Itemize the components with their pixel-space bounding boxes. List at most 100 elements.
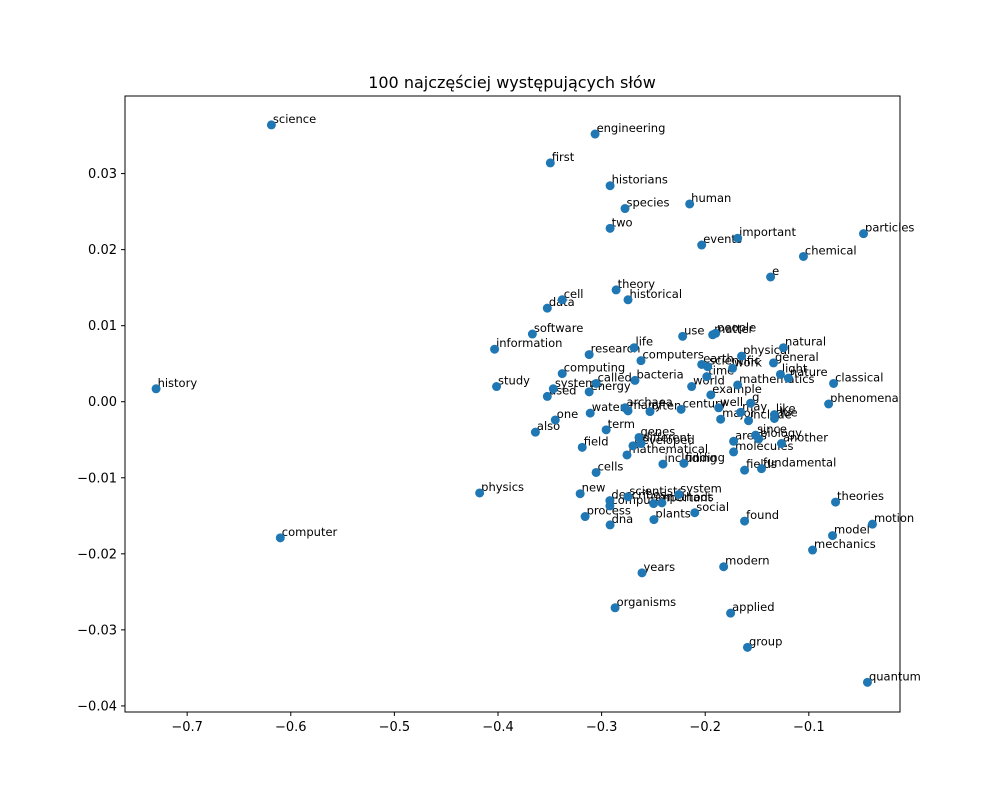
x-tick-label: −0.6 — [275, 720, 307, 735]
point-labels: science engineering first historians human sp… — [158, 112, 921, 683]
y-tick-label: −0.01 — [77, 471, 117, 486]
point-label: like — [776, 402, 796, 416]
point-label: different — [642, 431, 691, 445]
y-tick-label: −0.04 — [77, 699, 117, 714]
point-label: use — [684, 323, 704, 337]
data-point — [649, 499, 659, 509]
point-label: historical — [630, 287, 683, 301]
data-point — [742, 642, 752, 652]
data-point — [768, 358, 778, 368]
point-label: group — [749, 634, 782, 648]
point-label: quantum — [869, 669, 921, 683]
data-point — [605, 181, 615, 191]
point-label: mathematics — [739, 372, 814, 386]
data-point — [591, 378, 601, 388]
data-point — [620, 204, 630, 214]
point-label: biology — [760, 426, 802, 440]
point-label: developed — [634, 433, 694, 447]
data-point — [733, 233, 743, 243]
point-label: mechanics — [814, 537, 876, 551]
point-label: years — [644, 560, 676, 574]
data-point — [769, 413, 779, 423]
point-label: often — [651, 399, 681, 413]
data-point — [714, 403, 724, 413]
data-point — [610, 603, 620, 613]
point-label: term — [608, 417, 635, 431]
data-point — [577, 442, 587, 452]
data-point — [706, 390, 716, 400]
data-point — [674, 489, 684, 499]
point-label: water — [592, 400, 625, 414]
data-point — [580, 512, 590, 522]
data-point — [475, 488, 485, 498]
data-point — [754, 434, 764, 444]
data-point — [687, 382, 697, 392]
x-tick-label: −0.3 — [586, 720, 618, 735]
data-point — [629, 343, 639, 353]
data-point — [623, 492, 633, 502]
data-point — [702, 372, 712, 382]
point-label: history — [158, 376, 198, 390]
data-point — [740, 465, 750, 475]
data-point — [628, 441, 638, 451]
data-point — [697, 240, 707, 250]
data-point — [798, 251, 808, 261]
y-tick-label: 0.00 — [88, 395, 117, 410]
data-point — [778, 343, 788, 353]
point-label: found — [746, 508, 779, 522]
point-label: plants — [655, 507, 690, 521]
data-point — [867, 519, 877, 529]
point-label: important — [739, 225, 796, 239]
data-point — [676, 404, 686, 414]
point-label: study — [498, 374, 530, 388]
x-tick-label: −0.5 — [379, 720, 411, 735]
point-label: motion — [874, 511, 914, 525]
plot-area-frame — [124, 95, 901, 713]
point-label: important — [655, 491, 712, 505]
point-label: theory — [618, 277, 656, 291]
data-point — [630, 375, 640, 385]
data-point — [605, 520, 615, 530]
point-label: called — [598, 370, 632, 384]
y-axis: −0.04 −0.03 −0.02 −0.01 0.00 0.01 0.02 0.03 — [77, 167, 125, 714]
point-label: classical — [835, 370, 883, 384]
data-point — [829, 378, 839, 388]
x-tick-label: −0.2 — [689, 720, 721, 735]
data-point — [766, 272, 776, 282]
point-label: process — [587, 504, 631, 518]
data-point — [658, 459, 668, 469]
data-point — [490, 344, 500, 354]
point-label: people — [717, 320, 756, 334]
point-label: new — [582, 481, 606, 495]
point-label: theories — [837, 489, 884, 503]
data-point — [275, 533, 285, 543]
data-point — [744, 416, 754, 426]
point-label: scientists — [629, 484, 683, 498]
y-tick-label: 0.03 — [88, 167, 117, 182]
data-point — [756, 464, 766, 474]
point-label: species — [627, 196, 670, 210]
data-point — [708, 330, 718, 340]
point-label: genes — [641, 424, 676, 438]
point-label: archaea — [627, 395, 673, 409]
data-point — [605, 223, 615, 233]
data-point — [729, 436, 739, 446]
point-label: human — [691, 191, 731, 205]
data-point — [585, 408, 595, 418]
point-label: e — [772, 264, 779, 278]
point-label: well — [720, 395, 743, 409]
point-label: since — [757, 422, 787, 436]
point-label: another — [783, 431, 828, 445]
data-point — [831, 497, 841, 507]
data-point — [729, 447, 739, 457]
point-label: systems — [555, 376, 603, 390]
point-label: system — [680, 481, 722, 495]
data-point — [548, 384, 558, 394]
point-label: fundamental — [763, 456, 836, 470]
data-point — [690, 508, 700, 518]
data-point — [776, 439, 786, 449]
point-label: field — [584, 434, 609, 448]
point-label: chemical — [805, 243, 857, 257]
data-point — [636, 356, 646, 366]
data-point — [649, 515, 659, 525]
